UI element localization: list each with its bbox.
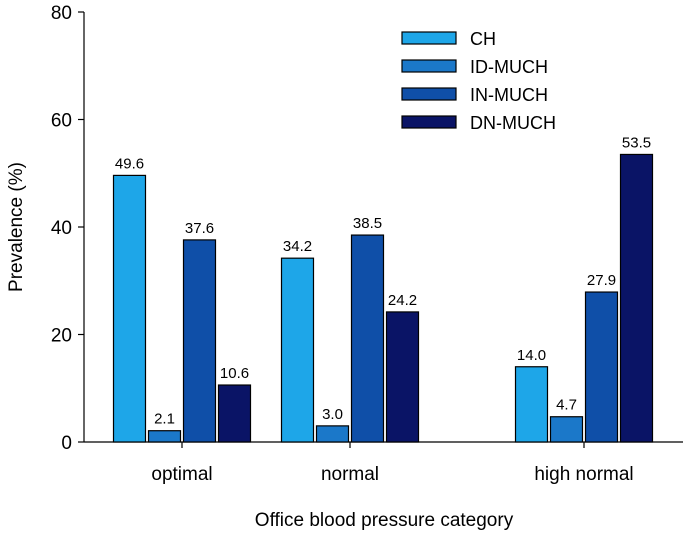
legend-label: CH	[470, 29, 496, 49]
legend-swatch	[401, 115, 457, 129]
bar-in-much-optimal	[182, 239, 217, 443]
bar-in-much-high-normal	[584, 291, 619, 443]
data-label: 49.6	[115, 155, 144, 172]
bar-ch-normal	[280, 257, 315, 443]
data-label: 3.0	[322, 406, 343, 423]
legend-label: IN-MUCH	[470, 85, 548, 105]
data-label: 24.2	[388, 292, 417, 309]
bar-id-much-normal	[315, 425, 350, 443]
bar-ch-high-normal	[514, 366, 549, 443]
legend-swatch	[401, 59, 457, 73]
data-label: 34.2	[283, 238, 312, 255]
legend-swatch	[401, 31, 457, 45]
x-tick-label: optimal	[151, 464, 212, 485]
y-tick-label: 40	[51, 218, 72, 239]
legend-label: DN-MUCH	[470, 113, 556, 133]
legend-swatch	[401, 87, 457, 101]
data-label: 2.1	[154, 411, 175, 428]
data-label: 27.9	[587, 272, 616, 289]
y-tick-label: 0	[61, 433, 72, 454]
legend-label: ID-MUCH	[470, 57, 548, 77]
data-label: 10.6	[220, 365, 249, 382]
data-label: 38.5	[353, 215, 382, 232]
legend: CH ID-MUCH IN-MUCH DN-MUCH	[401, 29, 556, 133]
y-tick-label: 60	[51, 111, 72, 132]
x-tick-label: high normal	[534, 464, 633, 485]
y-tick-label: 20	[51, 326, 72, 347]
x-axis-title: Office blood pressure category	[255, 510, 514, 531]
y-axis-title: Prevalence (%)	[6, 162, 27, 292]
bar-ch-optimal	[112, 174, 147, 443]
y-tick-label: 80	[51, 3, 72, 24]
axes: 0 20 40 60 80 optimal normal high normal	[51, 3, 683, 485]
bar-dn-much-optimal	[217, 384, 252, 443]
bar-dn-much-high-normal	[619, 153, 654, 443]
x-tick-label: normal	[321, 464, 379, 485]
bar-id-much-optimal	[147, 430, 182, 443]
bars-group: 49.6 2.1 37.6 10.6 34.2 3.0 38.5 24.2 14.0 4.7 27.…	[112, 134, 654, 443]
bar-dn-much-normal	[385, 311, 420, 443]
data-label: 14.0	[517, 347, 546, 364]
data-label: 53.5	[622, 134, 651, 151]
bar-id-much-high-normal	[549, 416, 584, 443]
data-label: 37.6	[185, 220, 214, 237]
bar-in-much-normal	[350, 234, 385, 443]
data-label: 4.7	[556, 397, 577, 414]
